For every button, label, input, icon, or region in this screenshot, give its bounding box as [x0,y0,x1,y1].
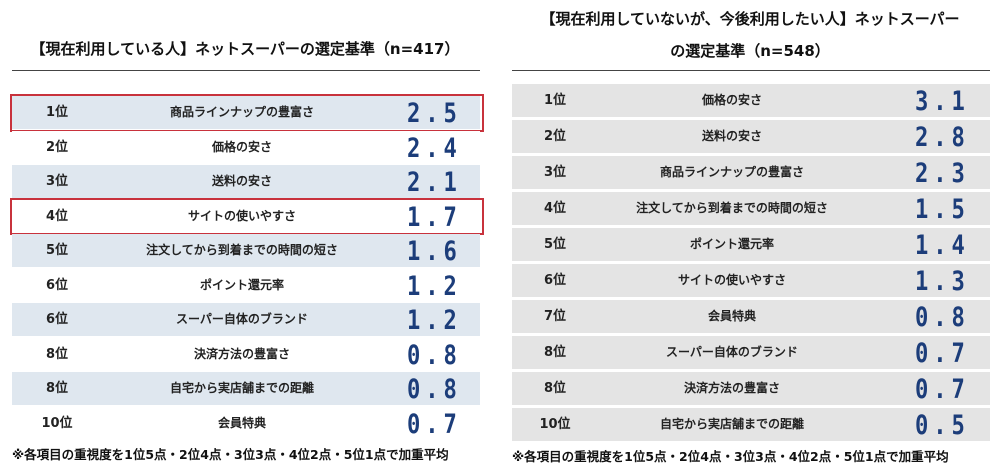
rank-label: 10位 [539,417,571,432]
table-row: 5位 ポイント還元率 1.4 [512,228,990,261]
score-value: 2.8 [915,122,970,153]
criterion-label: 注文してから到着までの時間の短さ [146,243,338,257]
criterion-label: 商品ラインナップの豊富さ [169,105,314,119]
table-row: 4位 注文してから到着までの時間の短さ 1.5 [512,192,990,225]
right-panel-title-line1: 【現在利用していないが、今後利用したい人】ネットスーパー [540,10,960,28]
rank-label: 1位 [45,105,69,120]
table-row: 5位 注文してから到着までの時間の短さ 1.6 [12,234,480,267]
criterion-label: サイトの使いやすさ [187,208,296,223]
rank-label: 8位 [543,381,567,396]
rank-label: 3位 [543,165,567,180]
rank-label: 8位 [543,345,567,360]
score-value: 3.1 [915,86,970,117]
criterion-label: 会員特典 [707,309,756,323]
criterion-label: 送料の安さ [211,174,272,188]
right-footnote: ※各項目の重視度を1位5点・2位4点・3位3点・4位2点・5位1点で加重平均 [512,449,949,464]
criterion-label: 送料の安さ [701,129,762,143]
score-value: 2.1 [407,167,462,198]
rank-label: 5位 [543,237,567,252]
score-value: 2.5 [407,98,462,129]
score-value: 0.8 [915,302,970,333]
score-value: 1.3 [915,266,970,297]
score-value: 1.7 [407,201,462,233]
criterion-label: スーパー自体のブランド [176,312,308,326]
table-row: 2位 送料の安さ 2.8 [512,120,990,153]
score-value: 2.4 [407,132,462,164]
criterion-label: サイトの使いやすさ [677,273,786,287]
rank-label: 4位 [45,208,69,224]
table-row: 8位 決済方法の豊富さ 0.7 [512,372,990,405]
criterion-label: 注文してから到着までの時間の短さ [636,201,828,215]
rank-label: 7位 [543,309,567,324]
score-value: 0.8 [407,374,462,405]
table-row: 8位 決済方法の豊富さ 0.8 [12,337,480,371]
score-value: 0.5 [915,410,970,441]
highlight-box [10,94,484,132]
score-value: 0.7 [915,338,970,369]
left-panel-title: 【現在利用している人】ネットスーパーの選定基準（n=417） [30,40,460,58]
criterion-label: ポイント還元率 [199,277,284,292]
table-row: 3位 送料の安さ 2.1 [12,165,480,198]
rank-label: 5位 [45,243,69,258]
rank-label: 3位 [45,174,69,189]
rank-label: 6位 [45,277,69,293]
criterion-label: 価格の安さ [211,139,272,154]
highlight-box [10,197,484,235]
criterion-label: ポイント還元率 [689,237,774,251]
right-title-rule [512,70,990,71]
criterion-label: 自宅から実店舗までの距離 [659,417,804,431]
right-panel-title-line2: の選定基準（n=548） [670,42,830,60]
table-row: 6位 サイトの使いやすさ 1.3 [512,264,990,297]
table-row: 8位 自宅から実店舗までの距離 0.8 [12,372,480,405]
rank-label: 2位 [543,129,567,144]
criterion-label: 自宅から実店舗までの距離 [169,381,314,395]
left-footnote: ※各項目の重視度を1位5点・2位4点・3位3点・4位2点・5位1点で加重平均 [12,447,449,462]
table-row: 6位 ポイント還元率 1.2 [12,268,480,302]
table-row: 2位 価格の安さ 2.4 [12,130,480,164]
table-row: 6位 スーパー自体のブランド 1.2 [12,303,480,336]
rank-label: 8位 [45,381,69,396]
score-value: 1.6 [407,236,462,267]
criterion-label: 価格の安さ [701,93,762,107]
score-value: 1.5 [915,194,970,225]
criterion-label: 会員特典 [217,415,266,430]
rank-label: 8位 [45,346,69,362]
criterion-label: スーパー自体のブランド [666,345,798,359]
rank-label: 1位 [543,93,567,108]
rank-label: 6位 [543,273,567,288]
table-row: 10位 自宅から実店舗までの距離 0.5 [512,408,990,441]
score-value: 1.2 [407,305,462,336]
score-value: 0.7 [915,374,970,405]
rank-label: 6位 [45,312,69,327]
rank-label: 10位 [41,415,73,431]
table-row: 7位 会員特典 0.8 [512,300,990,333]
criterion-label: 決済方法の豊富さ [683,381,780,395]
left-title-rule [12,70,480,71]
score-value: 0.8 [407,339,462,371]
table-row: 1位 商品ラインナップの豊富さ 2.5 [12,96,480,129]
rank-label: 2位 [45,139,69,155]
score-value: 2.3 [915,158,970,189]
table-row: 3位 商品ラインナップの豊富さ 2.3 [512,156,990,189]
criterion-label: 決済方法の豊富さ [193,346,290,361]
score-value: 0.7 [407,408,462,440]
table-row: 8位 スーパー自体のブランド 0.7 [512,336,990,369]
table-row: 10位 会員特典 0.7 [12,406,480,440]
rank-label: 4位 [543,201,567,216]
table-row: 4位 サイトの使いやすさ 1.7 [12,199,480,233]
criterion-label: 商品ラインナップの豊富さ [659,165,804,179]
score-value: 1.2 [407,270,462,302]
score-value: 1.4 [915,230,970,261]
table-row: 1位 価格の安さ 3.1 [512,84,990,117]
